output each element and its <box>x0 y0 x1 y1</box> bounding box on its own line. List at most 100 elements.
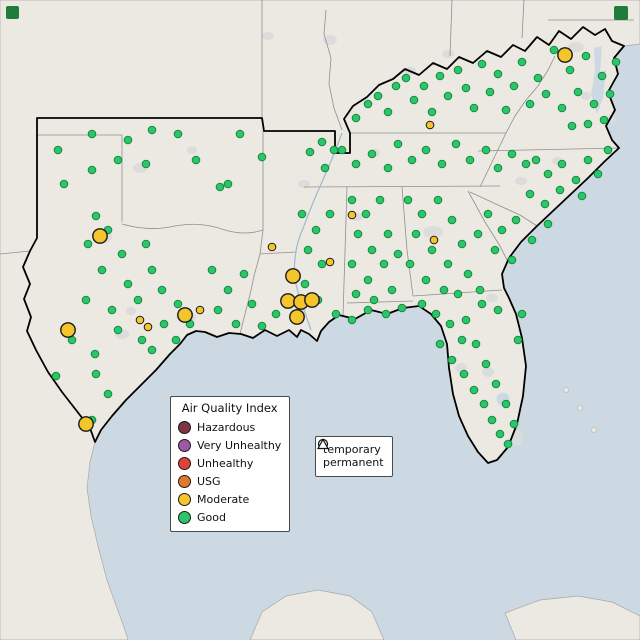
moderate-stations-layer <box>60 47 573 432</box>
station-good-marker <box>317 137 327 147</box>
station-good-marker <box>361 209 371 219</box>
station-good-marker <box>141 239 151 249</box>
aqi-legend-title: Air Quality Index <box>181 401 278 415</box>
station-good-marker <box>381 309 391 319</box>
station-good-marker <box>421 275 431 285</box>
station-good-marker <box>583 119 593 129</box>
station-good-marker <box>447 215 457 225</box>
station-good-marker <box>171 335 181 345</box>
station-good-marker <box>457 335 467 345</box>
station-good-marker <box>481 359 491 369</box>
station-good-marker <box>479 399 489 409</box>
station-good-marker <box>87 129 97 139</box>
cuba-land <box>504 595 640 640</box>
station-good-marker <box>347 195 357 205</box>
aqi-swatch-icon <box>178 420 191 434</box>
station-good-marker <box>549 45 559 55</box>
state-borders <box>0 0 634 335</box>
station-good-marker <box>471 339 481 349</box>
station-moderate-marker <box>425 120 435 130</box>
station-good-marker <box>527 235 537 245</box>
station-good-marker <box>565 65 575 75</box>
station-moderate-marker <box>325 257 335 267</box>
station-good-marker <box>97 265 107 275</box>
station-good-marker <box>117 249 127 259</box>
station-good-marker <box>223 179 233 189</box>
symbol-legend-items: temporary permanent <box>316 438 384 469</box>
aqi-legend-label: Hazardous <box>197 420 256 434</box>
station-good-marker <box>417 209 427 219</box>
station-good-marker <box>123 279 133 289</box>
station-good-marker <box>367 245 377 255</box>
station-good-marker <box>379 259 389 269</box>
station-moderate-marker <box>60 322 76 338</box>
station-good-marker <box>491 379 501 389</box>
station-good-marker <box>593 169 603 179</box>
good-stations-layer <box>51 45 621 449</box>
station-good-marker <box>427 107 437 117</box>
station-good-marker <box>509 81 519 91</box>
station-good-marker <box>207 265 217 275</box>
station-good-marker <box>363 275 373 285</box>
station-good-marker <box>391 81 401 91</box>
aqi-swatch-icon <box>178 474 191 488</box>
station-good-marker <box>517 309 527 319</box>
station-good-marker <box>113 155 123 165</box>
station-good-marker <box>421 145 431 155</box>
station-good-marker <box>435 71 445 81</box>
station-good-marker <box>443 259 453 269</box>
station-good-marker <box>247 299 257 309</box>
station-good-marker <box>611 57 621 67</box>
station-good-marker <box>577 191 587 201</box>
station-good-marker <box>325 209 335 219</box>
station-good-marker <box>439 285 449 295</box>
station-good-marker <box>305 147 315 157</box>
aqi-legend-item: Good <box>178 510 281 524</box>
corner-marker <box>6 6 19 19</box>
aqi-legend-label: Moderate <box>197 492 250 506</box>
aqi-legend-item: Hazardous <box>178 420 281 434</box>
station-good-marker <box>435 339 445 349</box>
station-good-marker <box>311 225 321 235</box>
station-good-marker <box>531 155 541 165</box>
station-moderate-marker <box>135 315 145 325</box>
station-good-marker <box>567 121 577 131</box>
station-good-marker <box>513 335 523 345</box>
station-good-marker <box>393 249 403 259</box>
station-good-marker <box>485 87 495 97</box>
station-good-marker <box>525 99 535 109</box>
station-good-marker <box>363 99 373 109</box>
symbol-legend-item: permanent <box>316 438 384 469</box>
symbol-legend-label: temporary <box>323 443 381 456</box>
station-good-marker <box>53 145 63 155</box>
station-good-marker <box>525 189 535 199</box>
station-good-marker <box>555 185 565 195</box>
station-good-marker <box>483 209 493 219</box>
station-good-marker <box>303 245 313 255</box>
island-group <box>563 387 597 433</box>
permanent-icon <box>316 438 330 450</box>
station-good-marker <box>599 115 609 125</box>
station-good-marker <box>257 321 267 331</box>
aqi-swatch-icon <box>178 456 191 470</box>
station-good-marker <box>433 195 443 205</box>
station-good-marker <box>331 309 341 319</box>
station-moderate-marker <box>92 228 108 244</box>
station-moderate-marker <box>143 322 153 332</box>
aqi-legend-label: Unhealthy <box>197 456 254 470</box>
station-good-marker <box>493 305 503 315</box>
aqi-legend-item: Unhealthy <box>178 456 281 470</box>
station-good-marker <box>509 419 519 429</box>
aqi-legend-item: Very Unhealthy <box>178 438 281 452</box>
station-good-marker <box>373 91 383 101</box>
symbol-legend-item: temporary <box>317 438 384 456</box>
station-good-marker <box>461 315 471 325</box>
station-good-marker <box>453 289 463 299</box>
station-good-marker <box>387 285 397 295</box>
station-good-marker <box>469 103 479 113</box>
station-good-marker <box>493 69 503 79</box>
symbol-legend-label: permanent <box>323 456 384 469</box>
station-good-marker <box>417 299 427 309</box>
